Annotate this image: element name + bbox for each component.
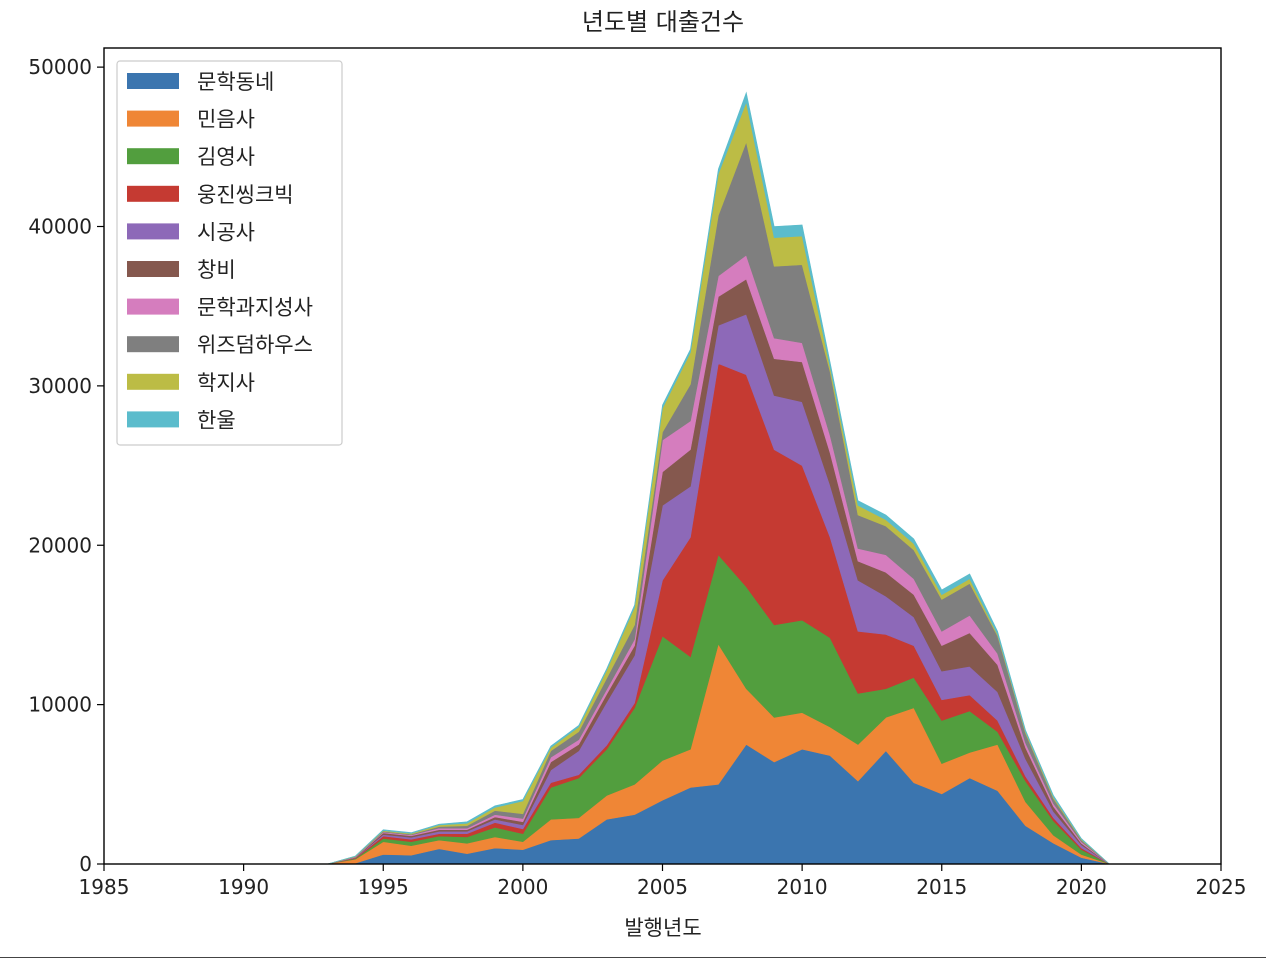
legend-swatch — [127, 336, 179, 353]
legend-label: 시공사 — [197, 220, 255, 244]
legend-swatch — [127, 223, 179, 240]
legend-swatch — [127, 110, 179, 127]
x-axis-label: 발행년도 — [624, 916, 701, 940]
x-tick-label: 2005 — [637, 875, 688, 899]
legend-swatch — [127, 73, 179, 89]
x-tick-label: 2025 — [1196, 875, 1247, 899]
x-tick-label: 1985 — [79, 875, 130, 899]
legend-label: 창비 — [197, 258, 236, 282]
legend-swatch — [127, 411, 179, 428]
chart-title: 년도별 대출건수 — [582, 8, 744, 36]
legend-label: 문학과지성사 — [197, 296, 313, 320]
legend-swatch — [127, 148, 179, 165]
legend-swatch — [127, 261, 179, 277]
legend-label: 위즈덤하우스 — [197, 333, 313, 357]
x-tick-label: 2015 — [916, 875, 967, 899]
legend-label: 한울 — [197, 408, 236, 432]
x-tick-label: 1995 — [358, 875, 409, 899]
x-tick-label: 2020 — [1056, 875, 1107, 899]
y-tick-label: 10000 — [28, 693, 92, 717]
legend-label: 학지사 — [197, 371, 255, 395]
x-tick-label: 2000 — [497, 875, 548, 899]
legend-label: 민음사 — [197, 108, 255, 132]
y-tick-label: 50000 — [28, 55, 92, 79]
legend-swatch — [127, 373, 179, 390]
legend-label: 문학동네 — [197, 70, 274, 94]
y-tick-label: 0 — [79, 852, 92, 876]
area-series-9 — [104, 91, 1221, 865]
legend-label: 웅진씽크빅 — [197, 183, 294, 207]
y-tick-label: 30000 — [28, 374, 92, 398]
x-tick-label: 1990 — [218, 875, 269, 899]
legend-label: 김영사 — [197, 145, 255, 169]
legend-swatch — [127, 298, 179, 315]
bottom-divider — [0, 957, 1266, 958]
x-tick-label: 2010 — [777, 875, 828, 899]
y-tick-label: 40000 — [28, 215, 92, 239]
y-tick-label: 20000 — [28, 533, 92, 557]
legend-swatch — [127, 185, 179, 202]
